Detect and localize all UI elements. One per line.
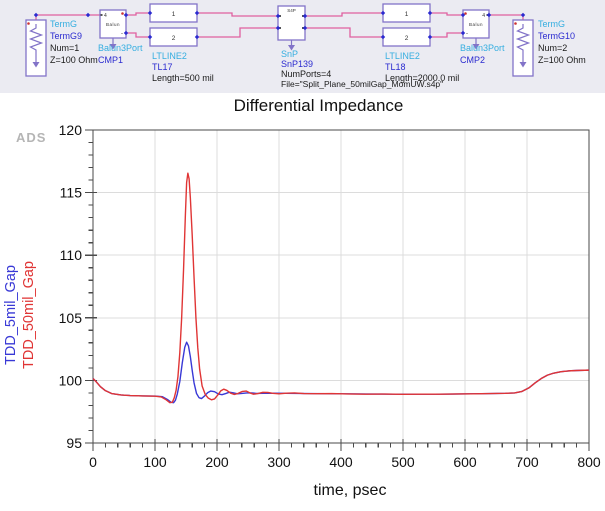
snp-name-label: SnP139 [281, 59, 313, 69]
plot-frame [92, 129, 590, 444]
junction-marker [147, 10, 153, 16]
junction-marker [486, 12, 492, 18]
balun1-symbol: 4 Balun - [99, 9, 127, 50]
chart-title: Differential Impedance [233, 96, 404, 115]
term2-type-label: TermG [538, 19, 565, 29]
balun2-pin4-label: 4 [482, 13, 485, 19]
tl18-box1-label: 1 [405, 11, 409, 18]
junction-marker [520, 12, 526, 18]
snp-param1-label: NumPorts=4 [281, 69, 331, 79]
x-tick-label: 800 [577, 454, 601, 470]
x-tick-label: 500 [391, 454, 415, 470]
snp-file-label: File="Split_Plane_50milGap_MomUW.s4p" [281, 79, 443, 89]
term1-param2-label: Z=100 Ohm [50, 55, 98, 65]
junction-marker [194, 34, 200, 40]
x-tick-label: 200 [205, 454, 229, 470]
ads-watermark: ADS [16, 130, 47, 145]
junction-marker [275, 13, 281, 19]
tl17-param-label: Length=500 mil [152, 73, 214, 83]
term1-param1-label: Num=1 [50, 43, 79, 53]
tl17-box2-label: 2 [172, 35, 176, 42]
y-tick-label: 120 [59, 122, 83, 138]
x-tick-label: 100 [143, 454, 167, 470]
balun1-pin4-label: 4 [104, 13, 107, 19]
balun1-name-label: CMP1 [98, 55, 123, 65]
snp-type-label: SnP [281, 49, 298, 59]
junction-marker [123, 12, 129, 18]
junction-marker [380, 10, 386, 16]
balun1-minus-label: - [121, 31, 123, 37]
junction-marker [147, 34, 153, 40]
tl18-param-label: Length=2000.0 mil [385, 73, 459, 83]
snp-symbol: S4P [277, 5, 306, 51]
junction-marker [123, 30, 129, 36]
wire-junction-markers [33, 10, 526, 40]
junction-marker [427, 10, 433, 16]
pin-dot [121, 12, 124, 15]
snp-inner-label: S4P [287, 8, 296, 13]
ground-symbol [288, 45, 295, 51]
series-TDD_50mil_Gap [92, 172, 590, 404]
ground-symbol [472, 44, 480, 50]
x-tick-label: 600 [453, 454, 477, 470]
balun1-inner-label: Balun [106, 22, 120, 27]
tl17-type-label: LTLINE2 [152, 51, 187, 61]
term2-param1-label: Num=2 [538, 43, 567, 53]
tl17-name-label: TL17 [152, 62, 173, 72]
junction-marker [194, 10, 200, 16]
junction-marker [380, 34, 386, 40]
gridlines [93, 130, 589, 443]
y-tick-label: 105 [59, 310, 83, 326]
ground-symbol [109, 44, 117, 50]
balun2-inner-label: Balun [469, 22, 483, 27]
axis-ticks [85, 129, 590, 451]
termg1-symbol [25, 19, 47, 77]
y-tick-label: 100 [59, 372, 83, 388]
term1-name-label: TermG9 [50, 31, 82, 41]
junction-marker [302, 25, 308, 31]
y-tick-label: 110 [60, 247, 83, 263]
balun1-type-label: Balun3Port [98, 43, 143, 53]
junction-marker [85, 12, 91, 18]
balun2-symbol: 4 Balun - [462, 9, 490, 50]
termg2-symbol [512, 19, 534, 77]
x-axis-title: time, psec [313, 482, 387, 499]
tl18-box2-label: 2 [405, 35, 409, 42]
tl18-symbol: 1 2 [382, 3, 431, 47]
pin-dot [464, 12, 467, 15]
junction-marker [460, 30, 466, 36]
schematic-drawing: 4 Balun - 1 2 S4P [25, 3, 586, 89]
junction-marker [302, 13, 308, 19]
balun2-name-label: CMP2 [460, 55, 485, 65]
term1-type-label: TermG [50, 19, 77, 29]
tick-labels: 0 100 200 300 400 500 600 700 800 95 100 105 110 115 1… [59, 122, 601, 470]
tl17-box1-label: 1 [172, 11, 176, 18]
pin-dot [27, 22, 30, 25]
junction-marker [427, 34, 433, 40]
junction-marker [33, 12, 39, 18]
term2-name-label: TermG10 [538, 31, 575, 41]
y-tick-label: 95 [66, 435, 82, 451]
tl17-symbol: 1 2 [149, 3, 198, 47]
tl18-type-label: LTLINE2 [385, 51, 420, 61]
junction-marker [275, 25, 281, 31]
x-tick-label: 700 [515, 454, 539, 470]
tl18-name-label: TL18 [385, 62, 406, 72]
term2-param2-label: Z=100 Ohm [538, 55, 586, 65]
y-tick-label: 115 [60, 185, 83, 201]
x-tick-label: 300 [267, 454, 291, 470]
junction-marker [460, 12, 466, 18]
schematic-labels: TermG TermG9 Num=1 Z=100 Ohm Balun3Port … [50, 19, 586, 89]
x-tick-label: 400 [329, 454, 353, 470]
balun2-minus-label: - [466, 31, 468, 37]
x-tick-label: 0 [89, 454, 97, 470]
pin-dot [514, 22, 517, 25]
balun2-type-label: Balun3Port [460, 43, 505, 53]
schematic-panel: 4 Balun - 1 2 S4P [0, 0, 605, 93]
